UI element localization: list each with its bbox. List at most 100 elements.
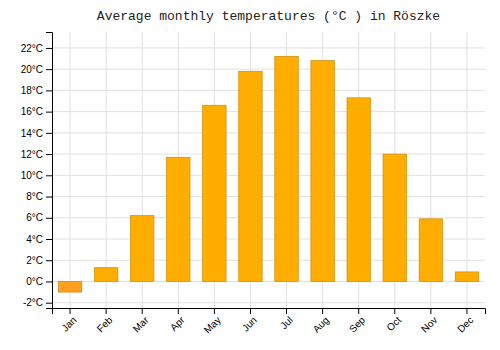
tick: Jan (59, 308, 78, 334)
tick-mark (46, 48, 52, 49)
tick: Dec (455, 308, 475, 335)
plot-area: -2°C 0°C 2°C 4°C 6°C 8°C 10°C 12°C 14°C 16°C 18°C 2… (21, 32, 486, 336)
tick-label: 22°C (21, 43, 43, 54)
tick: May (202, 308, 223, 336)
tick: 4°C (26, 234, 52, 245)
tick-mark (46, 197, 52, 198)
tick: -2°C (23, 297, 52, 308)
bar (239, 71, 262, 281)
axis-line (53, 309, 486, 315)
tick-label: 2°C (26, 255, 43, 266)
tick-label: 10°C (21, 170, 43, 181)
tick-label: Feb (95, 314, 115, 334)
tick: 20°C (21, 64, 52, 75)
tick-label: 4°C (26, 234, 43, 245)
tick: Sep (347, 308, 368, 335)
bar (130, 216, 153, 282)
grid-line (52, 154, 485, 155)
grid-line (52, 111, 485, 112)
tick: 2°C (26, 255, 52, 266)
tick: Mar (131, 308, 151, 334)
grid-line (466, 32, 467, 308)
tick-mark (106, 308, 107, 314)
tick-mark (46, 154, 52, 155)
tick: 14°C (21, 128, 52, 139)
grid (52, 32, 485, 308)
tick: 16°C (21, 106, 52, 117)
grid-line (106, 32, 107, 308)
bar (58, 281, 81, 292)
grid-line (52, 302, 485, 303)
x-axis: Jan Feb Mar Apr May Jun Jul Aug Sep Oct Nov Dec (53, 308, 486, 336)
tick-mark (46, 112, 52, 113)
tick-mark (46, 260, 52, 261)
tick-label: 18°C (21, 85, 43, 96)
tick-mark (142, 308, 143, 314)
grid-line (52, 196, 485, 197)
grid-line (70, 32, 71, 308)
bar (383, 154, 406, 281)
bar (203, 105, 226, 281)
tick-label: Mar (131, 314, 151, 334)
tick-label: Sep (347, 314, 368, 335)
tick-label: Dec (455, 314, 475, 334)
chart: -2°C 0°C 2°C 4°C 6°C 8°C 10°C 12°C 14°C 16°C 18°C 2… (0, 0, 500, 350)
bar (347, 98, 370, 282)
tick-label: Jul (278, 314, 295, 331)
tick-label: May (202, 314, 223, 335)
grid-line (52, 132, 485, 133)
bar (419, 219, 442, 282)
tick: 0°C (26, 276, 52, 287)
tick-label: 20°C (21, 64, 43, 75)
tick-label: 0°C (26, 276, 43, 287)
tick-mark (286, 308, 287, 314)
bar (167, 157, 190, 281)
tick-mark (46, 303, 52, 304)
tick: 10°C (21, 170, 52, 181)
tick: 8°C (26, 191, 52, 202)
tick-mark (430, 308, 431, 314)
tick-mark (46, 90, 52, 91)
tick-label: Apr (168, 314, 187, 333)
bar (94, 268, 117, 282)
tick-mark (178, 308, 179, 314)
tick-mark (322, 308, 323, 314)
tick-label: 12°C (21, 149, 43, 160)
tick-label: Jan (59, 314, 78, 333)
tick: Feb (95, 308, 115, 334)
tick-mark (214, 308, 215, 314)
tick-mark (46, 239, 52, 240)
tick-label: Jun (240, 314, 259, 333)
tick-mark (394, 308, 395, 314)
tick: Jun (240, 308, 259, 334)
tick: Jul (278, 308, 295, 331)
title: Average monthly temperatures (°C ) in Rö… (97, 9, 440, 24)
grid-line (52, 90, 485, 91)
tick-mark (46, 175, 52, 176)
bars (58, 56, 478, 292)
tick: Oct (384, 308, 403, 333)
grid-line (52, 69, 485, 70)
bar (311, 61, 334, 282)
bar (455, 272, 478, 282)
grid-line (52, 47, 485, 48)
tick-mark (46, 281, 52, 282)
tick: 18°C (21, 85, 52, 96)
tick-label: Nov (419, 314, 439, 334)
tick-label: 16°C (21, 106, 43, 117)
grid-line (52, 217, 485, 218)
tick: 12°C (21, 149, 52, 160)
tick-mark (358, 308, 359, 314)
axis-line (46, 33, 53, 309)
tick-label: Aug (311, 314, 331, 334)
tick-mark (250, 308, 251, 314)
bar (275, 56, 298, 281)
tick-mark (46, 218, 52, 219)
tick-label: 6°C (26, 212, 43, 223)
tick: 6°C (26, 212, 52, 223)
tick: Nov (419, 308, 439, 335)
tick: Apr (168, 308, 187, 333)
tick-label: Oct (384, 314, 403, 333)
grid-line (52, 175, 485, 176)
tick-mark (466, 308, 467, 314)
